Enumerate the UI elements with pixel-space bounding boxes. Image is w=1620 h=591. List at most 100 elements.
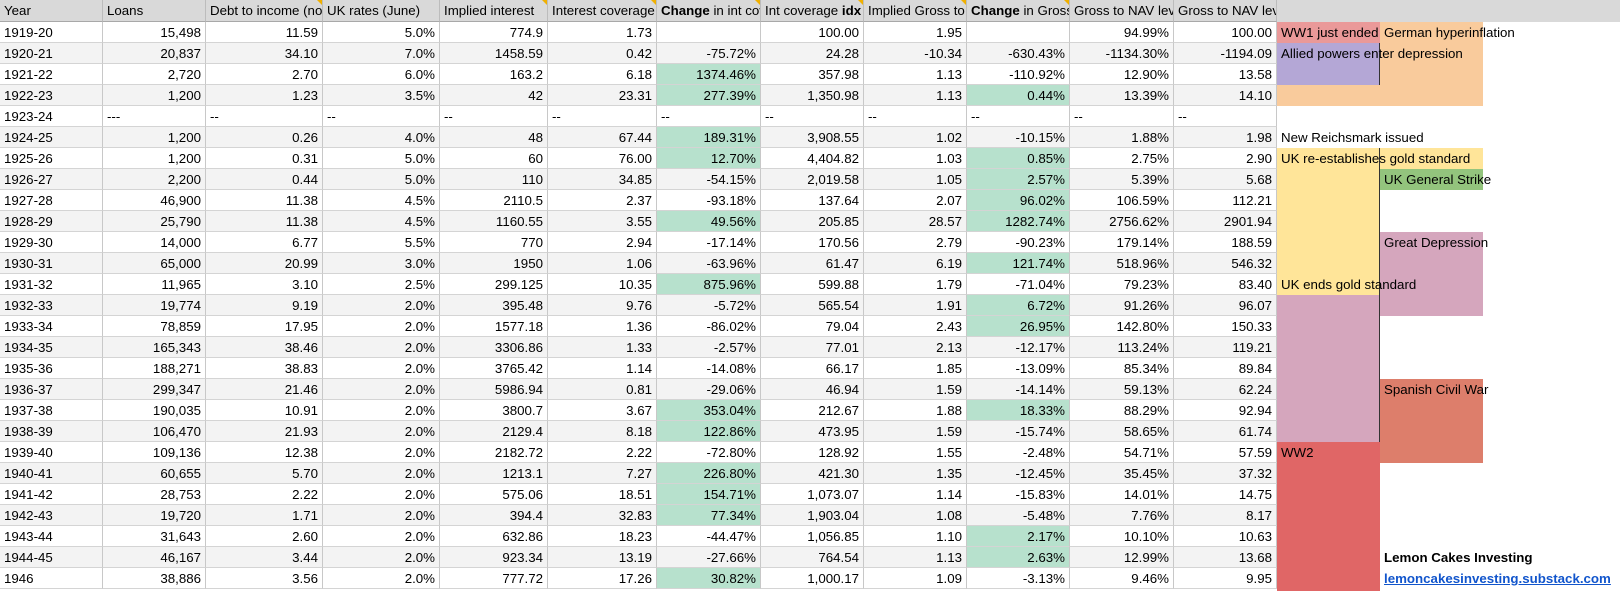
table-cell[interactable]: 1932-33 [0, 295, 103, 316]
table-cell[interactable]: 79.23% [1070, 274, 1174, 295]
table-cell[interactable]: 777.72 [440, 568, 548, 589]
table-cell[interactable]: -63.96% [657, 253, 761, 274]
table-cell[interactable]: 31,643 [103, 526, 206, 547]
table-cell[interactable]: 5.5% [323, 232, 440, 253]
table-cell[interactable]: 1213.1 [440, 463, 548, 484]
table-cell[interactable]: 10.63 [1174, 526, 1277, 547]
table-cell[interactable]: 923.34 [440, 547, 548, 568]
table-cell[interactable]: 2.70 [206, 64, 323, 85]
column-header[interactable]: Loans [103, 0, 206, 22]
table-cell[interactable]: 2.94 [548, 232, 657, 253]
table-cell[interactable]: 7.0% [323, 43, 440, 64]
table-cell[interactable]: 92.94 [1174, 400, 1277, 421]
table-cell[interactable]: -2.57% [657, 337, 761, 358]
table-cell[interactable]: 11,965 [103, 274, 206, 295]
table-cell[interactable]: 1.88% [1070, 127, 1174, 148]
table-cell[interactable]: 473.95 [761, 421, 864, 442]
table-cell[interactable]: 109,136 [103, 442, 206, 463]
table-cell[interactable]: 1.10 [864, 526, 967, 547]
table-cell[interactable]: 1577.18 [440, 316, 548, 337]
table-cell[interactable]: 5.0% [323, 169, 440, 190]
table-cell[interactable]: -10.34 [864, 43, 967, 64]
table-cell[interactable]: -15.83% [967, 484, 1070, 505]
table-cell[interactable]: 28,753 [103, 484, 206, 505]
table-cell[interactable]: 8.17 [1174, 505, 1277, 526]
table-cell[interactable]: 12.38 [206, 442, 323, 463]
table-cell[interactable]: 13.58 [1174, 64, 1277, 85]
table-cell[interactable]: 2.0% [323, 337, 440, 358]
table-cell[interactable]: 0.85% [967, 148, 1070, 169]
table-cell[interactable]: 179.14% [1070, 232, 1174, 253]
table-cell[interactable]: 2.0% [323, 442, 440, 463]
table-cell[interactable]: 14.10 [1174, 85, 1277, 106]
table-cell[interactable]: 2.0% [323, 295, 440, 316]
table-cell[interactable]: 54.71% [1070, 442, 1174, 463]
table-cell[interactable]: 2182.72 [440, 442, 548, 463]
table-cell[interactable]: 2.0% [323, 484, 440, 505]
table-cell[interactable]: 12.90% [1070, 64, 1174, 85]
table-cell[interactable]: 20,837 [103, 43, 206, 64]
table-cell[interactable]: 49.56% [657, 211, 761, 232]
column-header[interactable]: Gross to NAV leverage idx [1174, 0, 1277, 22]
table-cell[interactable]: 58.65% [1070, 421, 1174, 442]
table-cell[interactable]: 1160.55 [440, 211, 548, 232]
table-cell[interactable]: 18.23 [548, 526, 657, 547]
table-cell[interactable]: -5.72% [657, 295, 761, 316]
table-cell[interactable]: 19,774 [103, 295, 206, 316]
table-cell[interactable]: -14.08% [657, 358, 761, 379]
table-cell[interactable]: 395.48 [440, 295, 548, 316]
table-cell[interactable]: 4.5% [323, 211, 440, 232]
table-cell[interactable]: 2.0% [323, 547, 440, 568]
table-cell[interactable]: 3.56 [206, 568, 323, 589]
table-cell[interactable]: 91.26% [1070, 295, 1174, 316]
table-cell[interactable]: 226.80% [657, 463, 761, 484]
table-cell[interactable]: 106.59% [1070, 190, 1174, 211]
table-cell[interactable]: 10.10% [1070, 526, 1174, 547]
table-cell[interactable]: 165,343 [103, 337, 206, 358]
table-cell[interactable]: 48 [440, 127, 548, 148]
table-cell[interactable]: 2901.94 [1174, 211, 1277, 232]
table-cell[interactable]: 2.60 [206, 526, 323, 547]
table-cell[interactable]: 1937-38 [0, 400, 103, 421]
table-cell[interactable]: 1.23 [206, 85, 323, 106]
table-cell[interactable]: 26.95% [967, 316, 1070, 337]
table-cell[interactable]: 1.05 [864, 169, 967, 190]
table-cell[interactable]: 1919-20 [0, 22, 103, 43]
table-cell[interactable]: -27.66% [657, 547, 761, 568]
table-cell[interactable]: 11.38 [206, 190, 323, 211]
table-cell[interactable]: 12.70% [657, 148, 761, 169]
table-cell[interactable]: 1935-36 [0, 358, 103, 379]
table-cell[interactable]: 1926-27 [0, 169, 103, 190]
table-cell[interactable]: 42 [440, 85, 548, 106]
column-header[interactable]: Change in Gross to NAV leverage [967, 0, 1070, 22]
table-cell[interactable]: 137.64 [761, 190, 864, 211]
table-cell[interactable]: 3,908.55 [761, 127, 864, 148]
table-cell[interactable]: 59.13% [1070, 379, 1174, 400]
table-cell[interactable]: 18.33% [967, 400, 1070, 421]
table-cell[interactable]: 3800.7 [440, 400, 548, 421]
table-cell[interactable]: 61.74 [1174, 421, 1277, 442]
table-cell[interactable]: 518.96% [1070, 253, 1174, 274]
table-cell[interactable]: 212.67 [761, 400, 864, 421]
table-cell[interactable]: 46,167 [103, 547, 206, 568]
table-cell[interactable]: 9.76 [548, 295, 657, 316]
table-cell[interactable]: 1374.46% [657, 64, 761, 85]
table-cell[interactable]: 2.0% [323, 526, 440, 547]
table-cell[interactable]: 6.18 [548, 64, 657, 85]
table-cell[interactable]: 21.46 [206, 379, 323, 400]
table-cell[interactable]: -86.02% [657, 316, 761, 337]
table-cell[interactable]: 2.0% [323, 568, 440, 589]
table-cell[interactable]: 142.80% [1070, 316, 1174, 337]
table-cell[interactable]: 353.04% [657, 400, 761, 421]
table-cell[interactable]: 1.06 [548, 253, 657, 274]
table-cell[interactable]: 1929-30 [0, 232, 103, 253]
table-cell[interactable]: 163.2 [440, 64, 548, 85]
table-cell[interactable]: 299.125 [440, 274, 548, 295]
table-cell[interactable]: 32.83 [548, 505, 657, 526]
table-cell[interactable]: 112.21 [1174, 190, 1277, 211]
table-cell[interactable]: 2.75% [1070, 148, 1174, 169]
table-cell[interactable]: -- [323, 106, 440, 127]
table-cell[interactable]: -14.14% [967, 379, 1070, 400]
table-cell[interactable]: 57.59 [1174, 442, 1277, 463]
table-cell[interactable]: 575.06 [440, 484, 548, 505]
